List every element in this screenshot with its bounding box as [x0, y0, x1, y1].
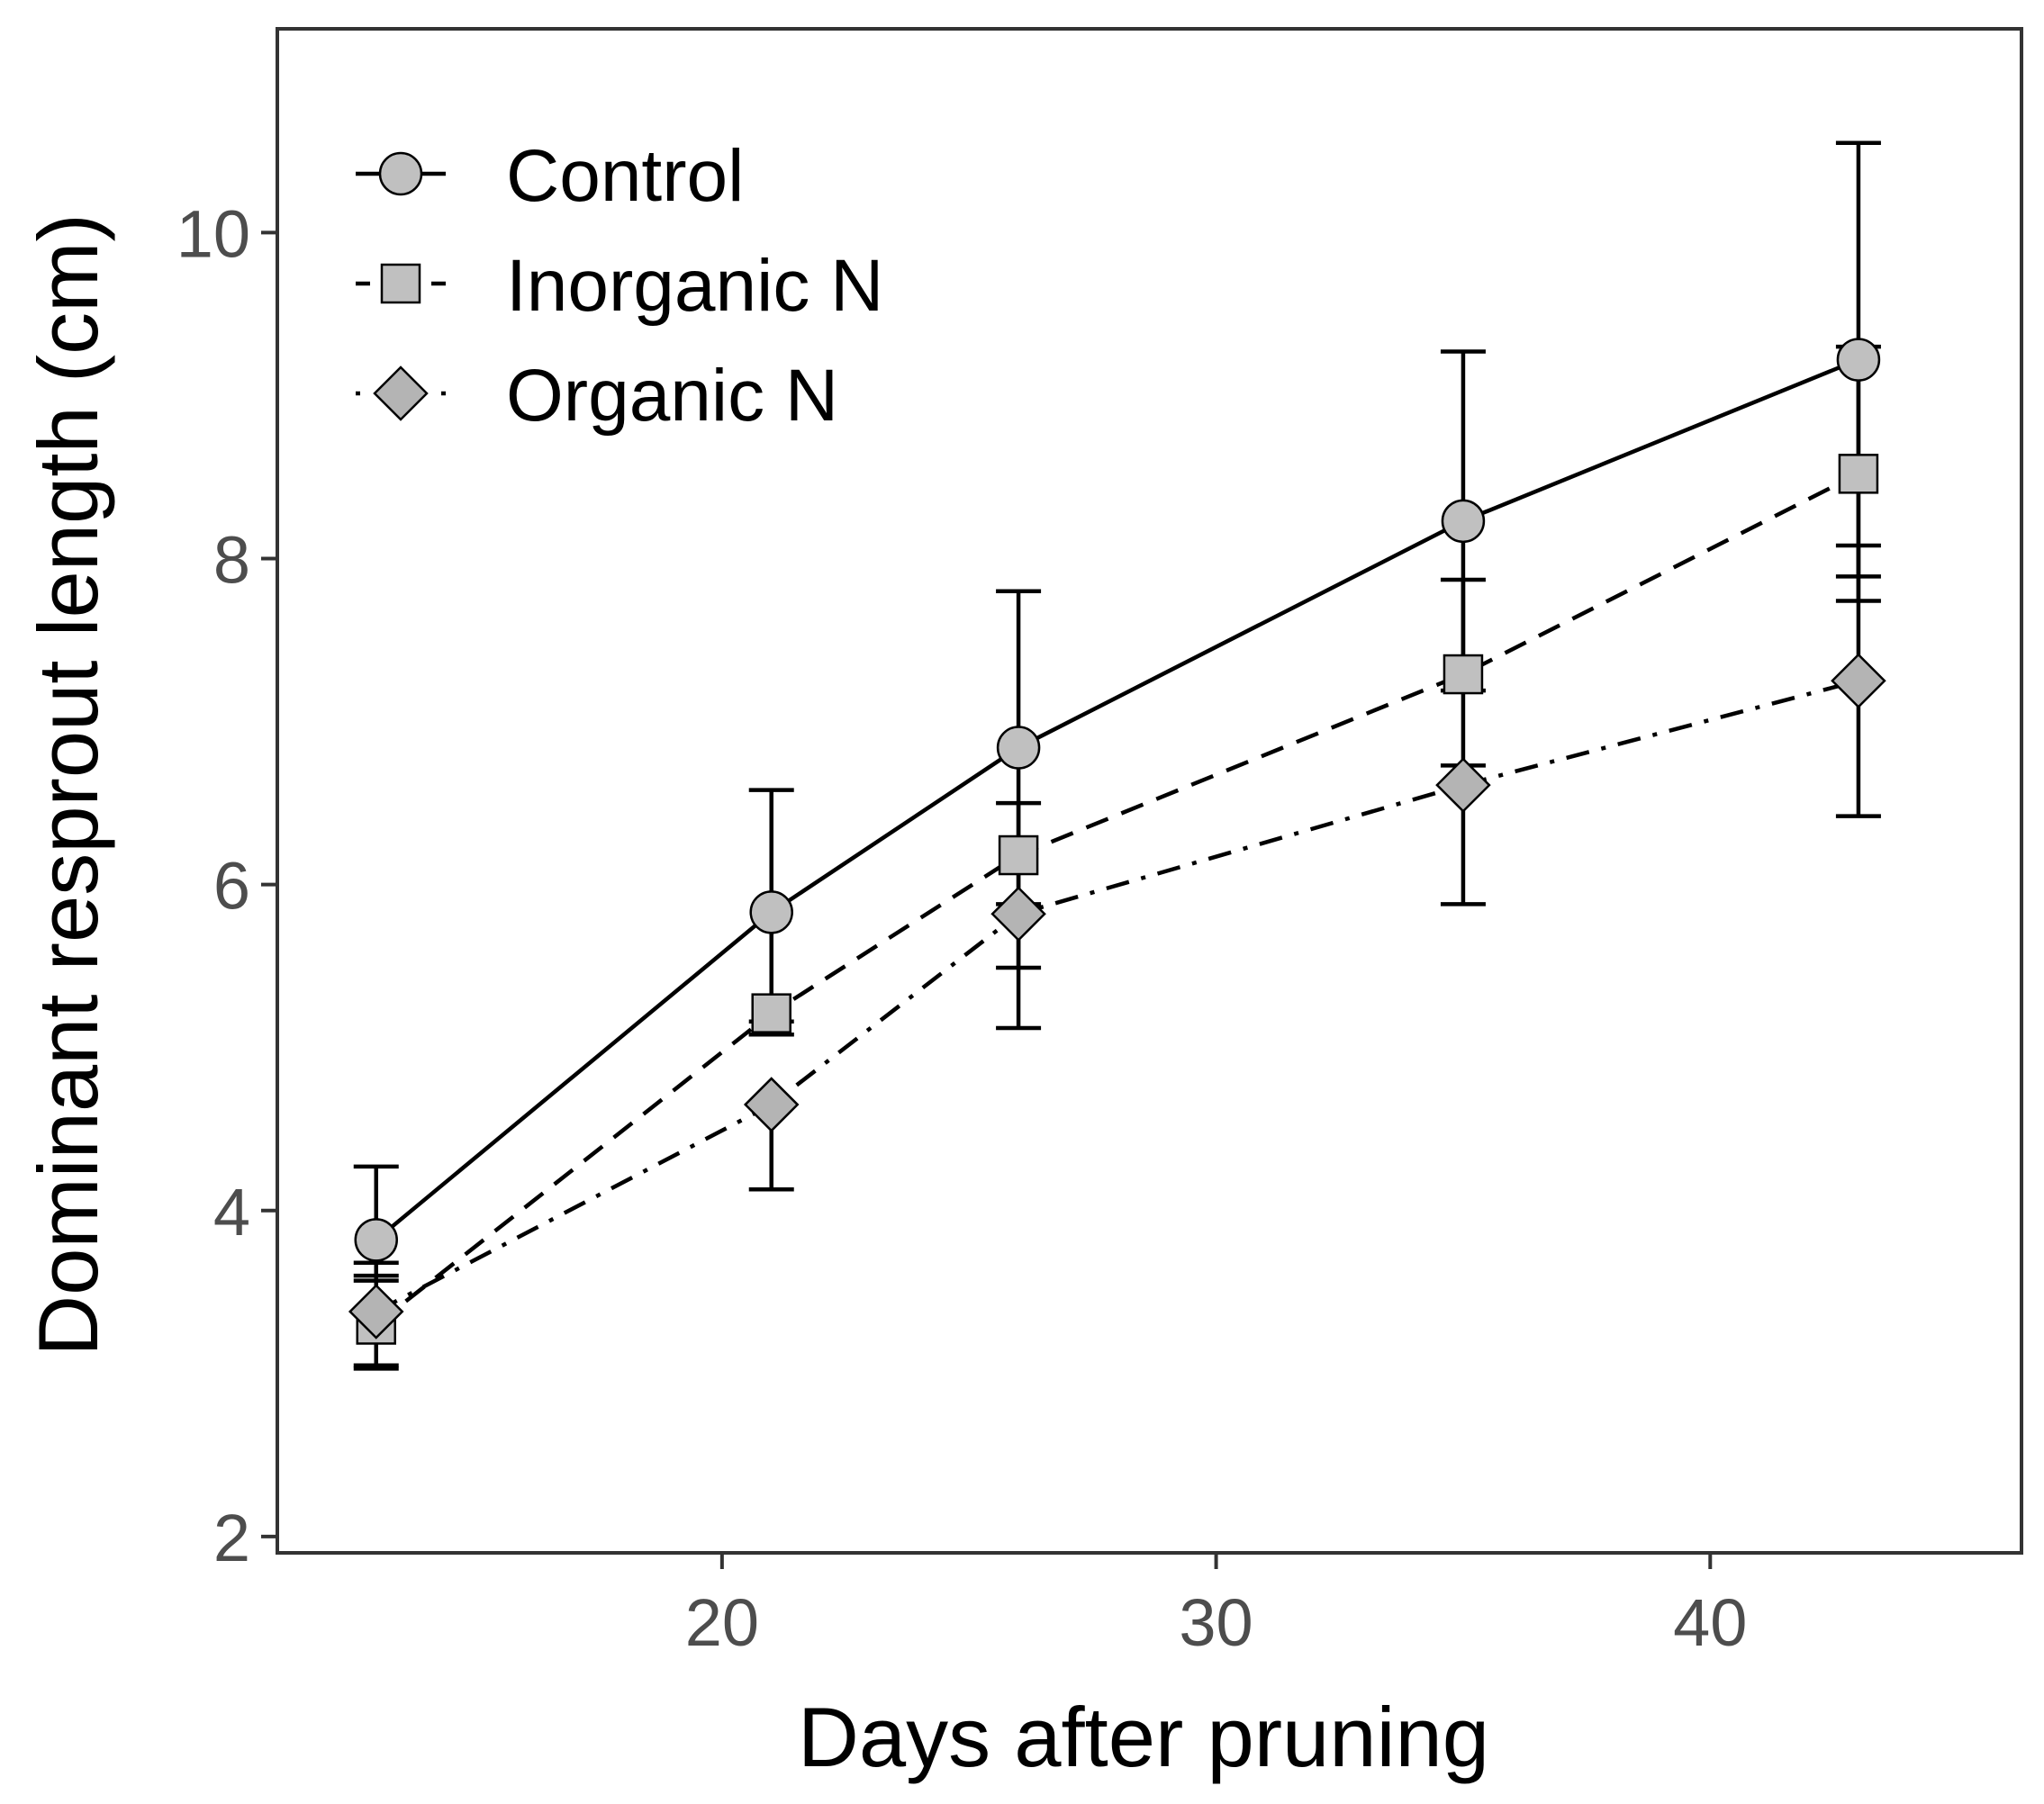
panel-border — [276, 27, 2023, 1555]
data-point-organic-n — [348, 1284, 404, 1339]
data-point-control — [1836, 338, 1881, 382]
y-tick-label: 4 — [213, 1175, 250, 1249]
data-point-control — [354, 1218, 398, 1262]
legend-item-control: Control — [356, 135, 744, 217]
y-tick-label: 6 — [213, 849, 250, 924]
legend-marker-organic-n — [373, 365, 429, 421]
x-axis-label: Days after pruning — [798, 1690, 1489, 1784]
y-tick-label: 8 — [213, 522, 250, 597]
legend-marker-inorganic-n — [380, 263, 421, 304]
x-tick-label: 40 — [1673, 1585, 1747, 1660]
data-point-inorganic-n — [1838, 454, 1879, 494]
legend: Control Inorganic N Organic N — [356, 135, 883, 437]
data-point-control — [996, 726, 1041, 770]
data-point-inorganic-n — [1443, 654, 1484, 695]
y-axis-label: Dominant resprout length (cm) — [21, 213, 115, 1357]
legend-marker-control — [378, 151, 423, 196]
data-point-control — [749, 890, 793, 934]
data-point-control — [1441, 499, 1486, 544]
legend-label-control: Control — [506, 135, 744, 217]
legend-label-organic-n: Organic N — [506, 355, 838, 437]
y-tick-label: 10 — [176, 196, 250, 271]
legend-label-inorganic-n: Inorganic N — [506, 245, 883, 327]
data-point-inorganic-n — [998, 834, 1039, 876]
x-tick-label: 30 — [1179, 1585, 1253, 1660]
data-point-inorganic-n — [751, 993, 791, 1033]
data-point-organic-n — [743, 1077, 800, 1132]
plot-area: 2 4 6 8 10 20 30 40 — [176, 27, 2023, 1660]
y-tick-label: 2 — [213, 1501, 250, 1575]
data-point-organic-n — [990, 886, 1046, 942]
legend-item-inorganic-n: Inorganic N — [356, 245, 883, 327]
legend-item-organic-n: Organic N — [356, 355, 838, 437]
data-point-organic-n — [1435, 757, 1491, 813]
x-tick-label: 20 — [685, 1585, 759, 1660]
data-point-organic-n — [1831, 653, 1886, 709]
